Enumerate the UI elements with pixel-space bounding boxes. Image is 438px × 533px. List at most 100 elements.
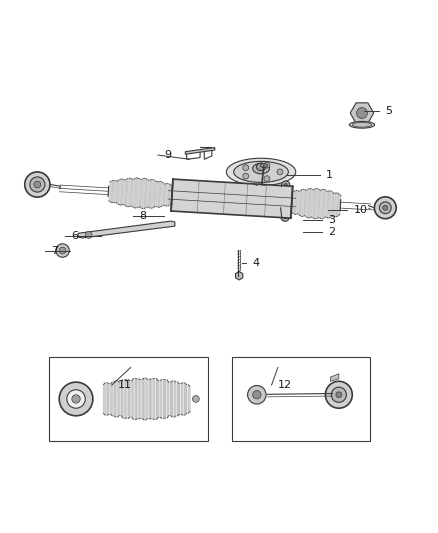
Polygon shape xyxy=(336,193,339,217)
Polygon shape xyxy=(144,179,147,208)
Polygon shape xyxy=(311,189,313,217)
Polygon shape xyxy=(339,195,341,215)
Polygon shape xyxy=(78,221,175,238)
Polygon shape xyxy=(134,178,138,208)
Polygon shape xyxy=(141,179,145,208)
Text: 2: 2 xyxy=(328,227,336,237)
Text: 10: 10 xyxy=(353,205,367,215)
Polygon shape xyxy=(174,381,176,417)
Polygon shape xyxy=(329,191,332,218)
Bar xyxy=(49,357,208,441)
Ellipse shape xyxy=(256,163,266,171)
Polygon shape xyxy=(315,189,318,219)
Circle shape xyxy=(282,181,290,189)
Polygon shape xyxy=(151,180,154,208)
Polygon shape xyxy=(294,191,297,214)
Circle shape xyxy=(243,173,249,179)
Polygon shape xyxy=(161,182,163,207)
Circle shape xyxy=(193,395,199,402)
Circle shape xyxy=(284,183,287,187)
Polygon shape xyxy=(181,383,183,415)
Polygon shape xyxy=(149,379,151,419)
Polygon shape xyxy=(178,382,180,416)
Polygon shape xyxy=(168,184,170,206)
Polygon shape xyxy=(322,189,325,219)
Circle shape xyxy=(283,215,287,219)
Polygon shape xyxy=(125,179,128,206)
Polygon shape xyxy=(117,381,119,417)
Polygon shape xyxy=(299,190,302,216)
Circle shape xyxy=(30,177,45,192)
Polygon shape xyxy=(318,190,320,218)
Polygon shape xyxy=(111,180,114,203)
Circle shape xyxy=(72,395,80,403)
Circle shape xyxy=(379,202,391,214)
Circle shape xyxy=(56,244,69,257)
Polygon shape xyxy=(109,181,111,202)
Circle shape xyxy=(59,247,66,254)
Polygon shape xyxy=(113,181,116,203)
Polygon shape xyxy=(116,180,119,204)
Polygon shape xyxy=(304,190,307,216)
Circle shape xyxy=(25,172,50,197)
Circle shape xyxy=(85,232,92,238)
Text: 4: 4 xyxy=(253,258,260,268)
Polygon shape xyxy=(334,193,336,217)
Polygon shape xyxy=(128,379,130,418)
Ellipse shape xyxy=(261,164,267,167)
Circle shape xyxy=(277,169,283,175)
Circle shape xyxy=(67,390,85,408)
Polygon shape xyxy=(163,379,165,418)
Polygon shape xyxy=(107,383,109,415)
Polygon shape xyxy=(301,189,304,216)
Ellipse shape xyxy=(234,161,288,182)
Polygon shape xyxy=(308,189,311,218)
Polygon shape xyxy=(149,180,152,208)
Ellipse shape xyxy=(253,163,269,174)
Polygon shape xyxy=(146,378,148,420)
Polygon shape xyxy=(350,103,374,123)
Text: 6: 6 xyxy=(71,231,78,241)
Polygon shape xyxy=(185,148,215,154)
Circle shape xyxy=(264,176,270,182)
Circle shape xyxy=(331,387,346,402)
Polygon shape xyxy=(171,179,293,218)
Circle shape xyxy=(243,165,249,171)
Polygon shape xyxy=(292,191,295,214)
Polygon shape xyxy=(146,180,149,207)
Circle shape xyxy=(247,385,266,404)
Polygon shape xyxy=(327,191,330,218)
Bar xyxy=(232,357,371,441)
Polygon shape xyxy=(170,381,172,417)
Polygon shape xyxy=(325,191,327,218)
Circle shape xyxy=(34,181,41,188)
Polygon shape xyxy=(132,378,134,419)
Circle shape xyxy=(253,391,261,399)
Polygon shape xyxy=(156,378,158,419)
Text: 5: 5 xyxy=(385,106,392,116)
Polygon shape xyxy=(130,179,133,206)
Polygon shape xyxy=(236,271,243,280)
Polygon shape xyxy=(313,189,316,219)
Polygon shape xyxy=(114,381,116,417)
Polygon shape xyxy=(103,383,105,415)
Polygon shape xyxy=(158,181,161,207)
Polygon shape xyxy=(110,382,112,416)
Polygon shape xyxy=(154,181,156,207)
Polygon shape xyxy=(163,184,166,205)
Text: 1: 1 xyxy=(326,170,333,180)
Circle shape xyxy=(264,162,270,168)
Polygon shape xyxy=(127,178,131,207)
Polygon shape xyxy=(118,179,121,205)
Circle shape xyxy=(374,197,396,219)
Text: 11: 11 xyxy=(118,380,132,390)
Text: 9: 9 xyxy=(164,150,171,160)
Circle shape xyxy=(59,382,93,416)
Polygon shape xyxy=(173,202,182,209)
Polygon shape xyxy=(170,185,173,205)
Polygon shape xyxy=(153,378,155,419)
Polygon shape xyxy=(160,379,162,418)
Polygon shape xyxy=(137,179,140,208)
Polygon shape xyxy=(156,182,159,207)
Polygon shape xyxy=(125,379,127,418)
